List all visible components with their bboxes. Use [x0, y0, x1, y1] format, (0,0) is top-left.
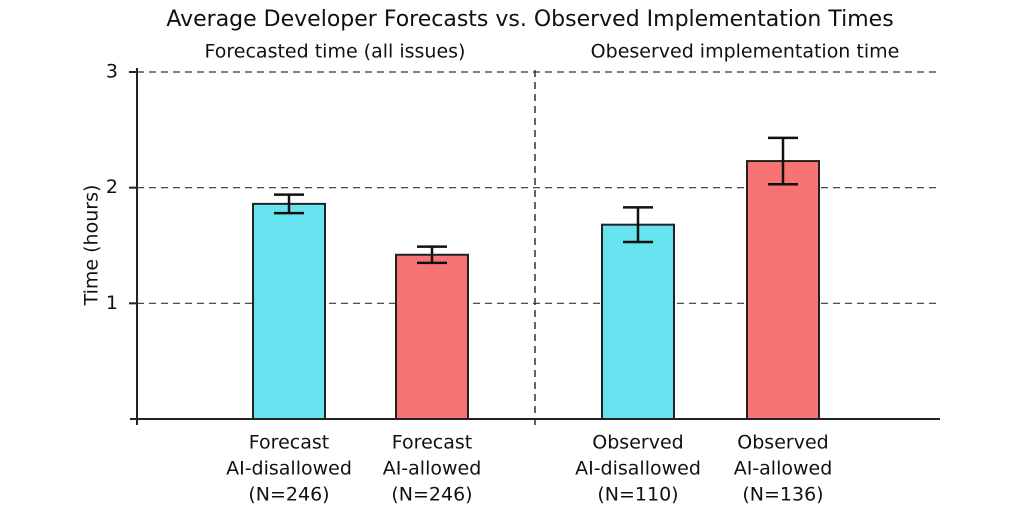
subtitle: Forecasted time (all issues)	[205, 41, 466, 63]
x-tick-label: AI-disallowed	[226, 458, 352, 480]
x-tick-label: Forecast	[249, 432, 329, 454]
x-tick-label: AI-disallowed	[575, 458, 701, 480]
x-tick-label: (N=246)	[391, 484, 472, 506]
y-tick-label: 2	[106, 176, 118, 198]
y-axis-label: Time (hours)	[81, 185, 103, 307]
x-tick-label: Observed	[737, 432, 828, 454]
bar	[601, 223, 675, 420]
chart-title: Average Developer Forecasts vs. Observed…	[166, 7, 893, 32]
bar	[252, 202, 326, 420]
x-tick-label: AI-allowed	[734, 458, 833, 480]
x-tick-label: (N=136)	[742, 484, 823, 506]
subtitle: Obeserved implementation time	[591, 41, 900, 63]
x-tick-label: (N=110)	[597, 484, 678, 506]
y-tick-label: 3	[106, 61, 118, 83]
bar	[395, 253, 469, 420]
bar	[746, 160, 820, 421]
x-tick-label: Observed	[592, 432, 683, 454]
x-tick-label: Forecast	[392, 432, 472, 454]
x-tick-label: AI-allowed	[383, 458, 482, 480]
x-tick-label: (N=246)	[248, 484, 329, 506]
y-tick-label: 1	[106, 292, 118, 314]
